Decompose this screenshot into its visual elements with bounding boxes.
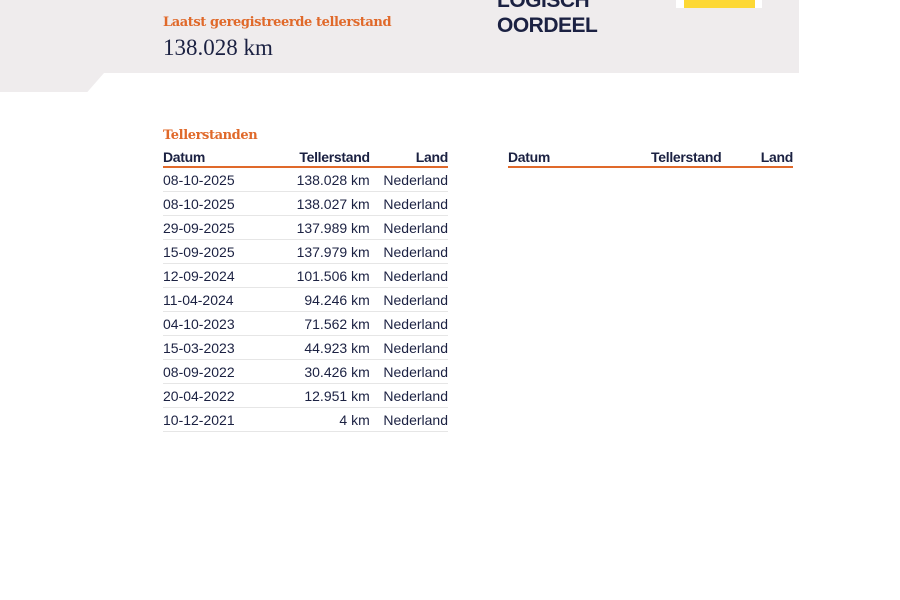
last-reading-value: 138.028 km (163, 35, 273, 60)
table-row: 15-03-2023 44.923 km Nederland (163, 335, 448, 360)
cell-date: 08-09-2022 (163, 359, 250, 384)
cell-country: Nederland (369, 263, 448, 288)
last-reading-label: Laatst geregistreerde tellerstand (163, 15, 392, 30)
table-row: 12-09-2024 101.506 km Nederland (163, 263, 448, 288)
table-row: 08-09-2022 30.426 km Nederland (163, 359, 448, 384)
table-row: 08-10-2025 138.027 km Nederland (163, 191, 448, 216)
cell-country: Nederland (369, 239, 448, 264)
cell-country: Nederland (369, 407, 448, 432)
cell-date: 29-09-2025 (163, 215, 250, 240)
cell-date: 15-09-2025 (163, 239, 250, 264)
cell-reading: 94.246 km (249, 287, 370, 312)
cell-country: Nederland (369, 359, 448, 384)
cell-country: Nederland (369, 215, 448, 240)
cell-country: Nederland (369, 383, 448, 408)
col-header-date: Datum (508, 149, 602, 168)
cell-date: 10-12-2021 (163, 407, 250, 432)
cell-reading: 101.506 km (249, 263, 370, 288)
header-panel-tail (0, 73, 104, 92)
col-header-country: Land (721, 149, 793, 168)
table-header-row: Datum Tellerstand Land (163, 149, 448, 168)
cell-reading: 12.951 km (249, 383, 370, 408)
table-row: 10-12-2021 4 km Nederland (163, 407, 448, 432)
readings-table-right: Datum Tellerstand Land (508, 149, 793, 168)
table-header-row: Datum Tellerstand Land (508, 149, 793, 168)
cell-date: 08-10-2025 (163, 167, 250, 192)
cell-country: Nederland (369, 335, 448, 360)
readings-table: Datum Tellerstand Land 08-10-2025 138.028… (163, 149, 448, 432)
col-header-reading: Tellerstand (249, 149, 370, 168)
cell-country: Nederland (369, 191, 448, 216)
table-row: 04-10-2023 71.562 km Nederland (163, 311, 448, 336)
col-header-country: Land (369, 149, 448, 168)
cell-reading: 138.028 km (249, 167, 370, 192)
cell-reading: 138.027 km (249, 191, 370, 216)
cell-country: Nederland (369, 167, 448, 192)
cell-date: 08-10-2025 (163, 191, 250, 216)
table-row: 20-04-2022 12.951 km Nederland (163, 383, 448, 408)
cell-country: Nederland (369, 311, 448, 336)
cell-date: 04-10-2023 (163, 311, 250, 336)
cell-reading: 71.562 km (249, 311, 370, 336)
table-row: 29-09-2025 137.989 km Nederland (163, 215, 448, 240)
table-row: 15-09-2025 137.979 km Nederland (163, 239, 448, 264)
col-header-reading: Tellerstand (601, 149, 722, 168)
cell-reading: 137.989 km (249, 215, 370, 240)
col-header-date: Datum (163, 149, 250, 168)
logo-badge (684, 0, 755, 8)
cell-date: 11-04-2024 (163, 287, 250, 312)
header-panel (0, 0, 799, 73)
cell-date: 20-04-2022 (163, 383, 250, 408)
table-row: 11-04-2024 94.246 km Nederland (163, 287, 448, 312)
cell-reading: 44.923 km (249, 335, 370, 360)
table-row: 08-10-2025 138.028 km Nederland (163, 167, 448, 192)
section-title: Tellerstanden (163, 128, 258, 143)
cell-country: Nederland (369, 287, 448, 312)
cell-date: 15-03-2023 (163, 335, 250, 360)
logo: LOGISCH OORDEEL (497, 0, 598, 38)
logo-line2: OORDEEL (497, 14, 598, 37)
cell-reading: 137.979 km (249, 239, 370, 264)
cell-date: 12-09-2024 (163, 263, 250, 288)
logo-line1: LOGISCH (497, 0, 590, 12)
cell-reading: 4 km (249, 407, 370, 432)
cell-reading: 30.426 km (249, 359, 370, 384)
